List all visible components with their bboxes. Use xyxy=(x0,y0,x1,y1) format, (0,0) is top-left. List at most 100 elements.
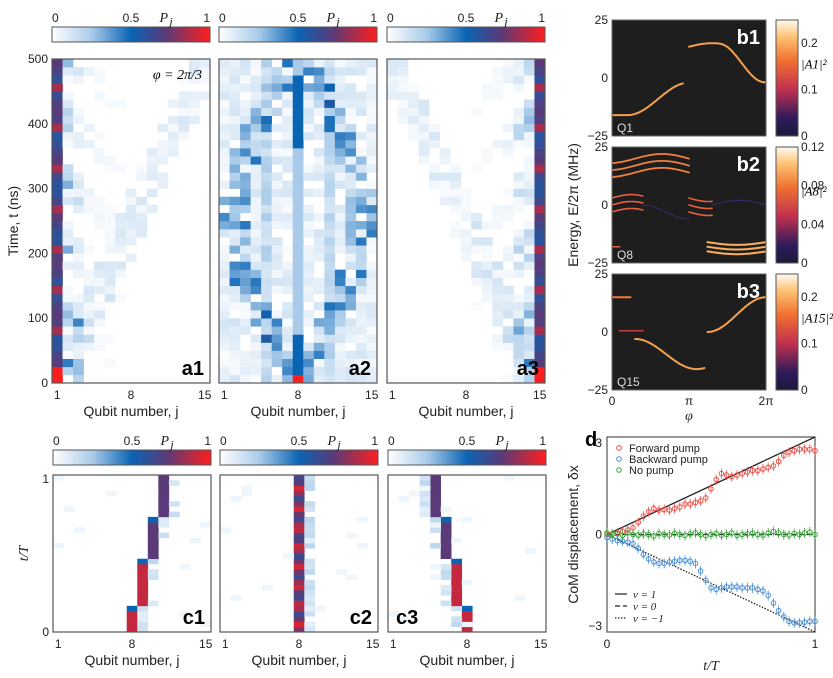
heatmap-cell xyxy=(324,350,336,359)
heatmap-cell xyxy=(240,67,251,76)
heatmap-cell xyxy=(366,374,378,384)
heatmap-cell xyxy=(513,107,525,116)
heatmap-cell xyxy=(250,164,262,173)
data-point xyxy=(614,531,621,537)
heatmap-cell xyxy=(94,91,105,100)
heatmap-cell xyxy=(261,318,272,327)
heatmap-cell xyxy=(313,302,325,311)
heatmap-cell xyxy=(345,164,357,173)
panel-label: a2 xyxy=(349,358,371,380)
heatmap-cell xyxy=(73,366,84,376)
heatmap-cell xyxy=(240,148,251,157)
heatmap-cell xyxy=(73,302,84,311)
heatmap-cell xyxy=(219,196,230,206)
data-point xyxy=(666,559,673,565)
heatmap-cell xyxy=(229,67,241,76)
heatmap-cell xyxy=(292,358,304,368)
heatmap-cell xyxy=(83,196,95,206)
heatmap-cell xyxy=(304,543,316,549)
heatmap-cell xyxy=(52,229,63,238)
heatmap-cell xyxy=(293,621,305,628)
heatmap-cell xyxy=(334,358,346,368)
heatmap-cell xyxy=(366,123,378,133)
data-point xyxy=(765,464,772,471)
data-point xyxy=(640,551,647,558)
heatmap-cell xyxy=(73,245,84,254)
heatmap-cell xyxy=(229,164,241,173)
heatmap-cell xyxy=(513,310,525,319)
data-point xyxy=(755,586,761,593)
data-point xyxy=(791,447,798,454)
heatmap-cell xyxy=(481,148,493,157)
heatmap-cell xyxy=(523,237,535,246)
heatmap-cell xyxy=(324,269,336,278)
heatmap-cell xyxy=(146,164,158,173)
heatmap-cell xyxy=(534,253,546,262)
heatmap-cell xyxy=(219,302,230,311)
heatmap-cell xyxy=(304,626,316,633)
y-tick: −3 xyxy=(588,619,602,633)
heatmap-cell xyxy=(366,188,378,197)
heatmap-cell xyxy=(513,350,525,359)
heatmap-cell xyxy=(387,83,398,92)
heatmap-cell xyxy=(271,123,283,133)
heatmap-cell xyxy=(523,131,535,141)
heatmap-cell xyxy=(53,475,64,481)
heatmap-cell xyxy=(282,148,294,157)
heatmap-cell xyxy=(429,140,440,149)
heatmap-cell xyxy=(52,350,63,359)
heatmap-cell xyxy=(261,107,272,116)
heatmap-cell xyxy=(261,115,272,125)
data-point xyxy=(708,485,714,492)
heatmap-cell xyxy=(240,310,251,319)
data-point xyxy=(770,528,777,535)
heatmap-cell xyxy=(492,277,504,287)
heatmap-cell xyxy=(513,140,525,149)
heatmap-cell xyxy=(523,342,535,351)
heatmap-cell xyxy=(419,475,431,481)
heatmap-cell xyxy=(146,156,158,165)
heatmap-cell xyxy=(418,140,430,149)
x-tick: 15 xyxy=(365,388,379,402)
heatmap-cell xyxy=(397,59,409,68)
heatmap-cell xyxy=(282,366,294,376)
heatmap-cell xyxy=(324,245,336,254)
heatmap-cell xyxy=(513,366,525,376)
colorbar-label: |A1|² xyxy=(801,57,828,72)
heatmap-cell xyxy=(271,310,283,319)
heatmap-cell xyxy=(355,285,367,295)
heatmap-cell xyxy=(303,342,315,351)
heatmap-cell xyxy=(345,107,357,116)
x-tick: 8 xyxy=(129,637,136,651)
heatmap-cell xyxy=(355,269,367,278)
heatmap-cell xyxy=(492,204,504,214)
heatmap-cell xyxy=(397,67,409,76)
heatmap-cell xyxy=(523,196,535,206)
heatmap-cell xyxy=(52,59,63,68)
heatmap-cell xyxy=(52,180,63,189)
heatmap-cell xyxy=(481,285,493,295)
heatmap-cell xyxy=(261,196,272,206)
colorbar-tick: 0.2 xyxy=(801,36,818,50)
colorbar-tick: 0.1 xyxy=(801,83,818,97)
heatmap-cell xyxy=(73,188,84,197)
heatmap-cell xyxy=(178,99,190,108)
heatmap-cell xyxy=(178,107,190,116)
heatmap-cell xyxy=(178,91,190,100)
heatmap-cell xyxy=(513,358,525,368)
heatmap-cell xyxy=(324,156,336,165)
data-point xyxy=(692,499,699,506)
heatmap-cell xyxy=(481,91,493,100)
heatmap-cell xyxy=(83,302,95,311)
heatmap-cell xyxy=(250,180,262,189)
heatmap-cell xyxy=(324,196,336,206)
heatmap-cell xyxy=(261,302,272,311)
heatmap-cell xyxy=(73,358,84,368)
data-point xyxy=(703,577,709,584)
heatmap-cell xyxy=(523,261,535,270)
heatmap-cell xyxy=(73,253,84,262)
heatmap-cell xyxy=(451,621,463,628)
heatmap-cell xyxy=(104,293,116,303)
heatmap-cell xyxy=(83,67,95,76)
heatmap-cell xyxy=(282,115,294,125)
